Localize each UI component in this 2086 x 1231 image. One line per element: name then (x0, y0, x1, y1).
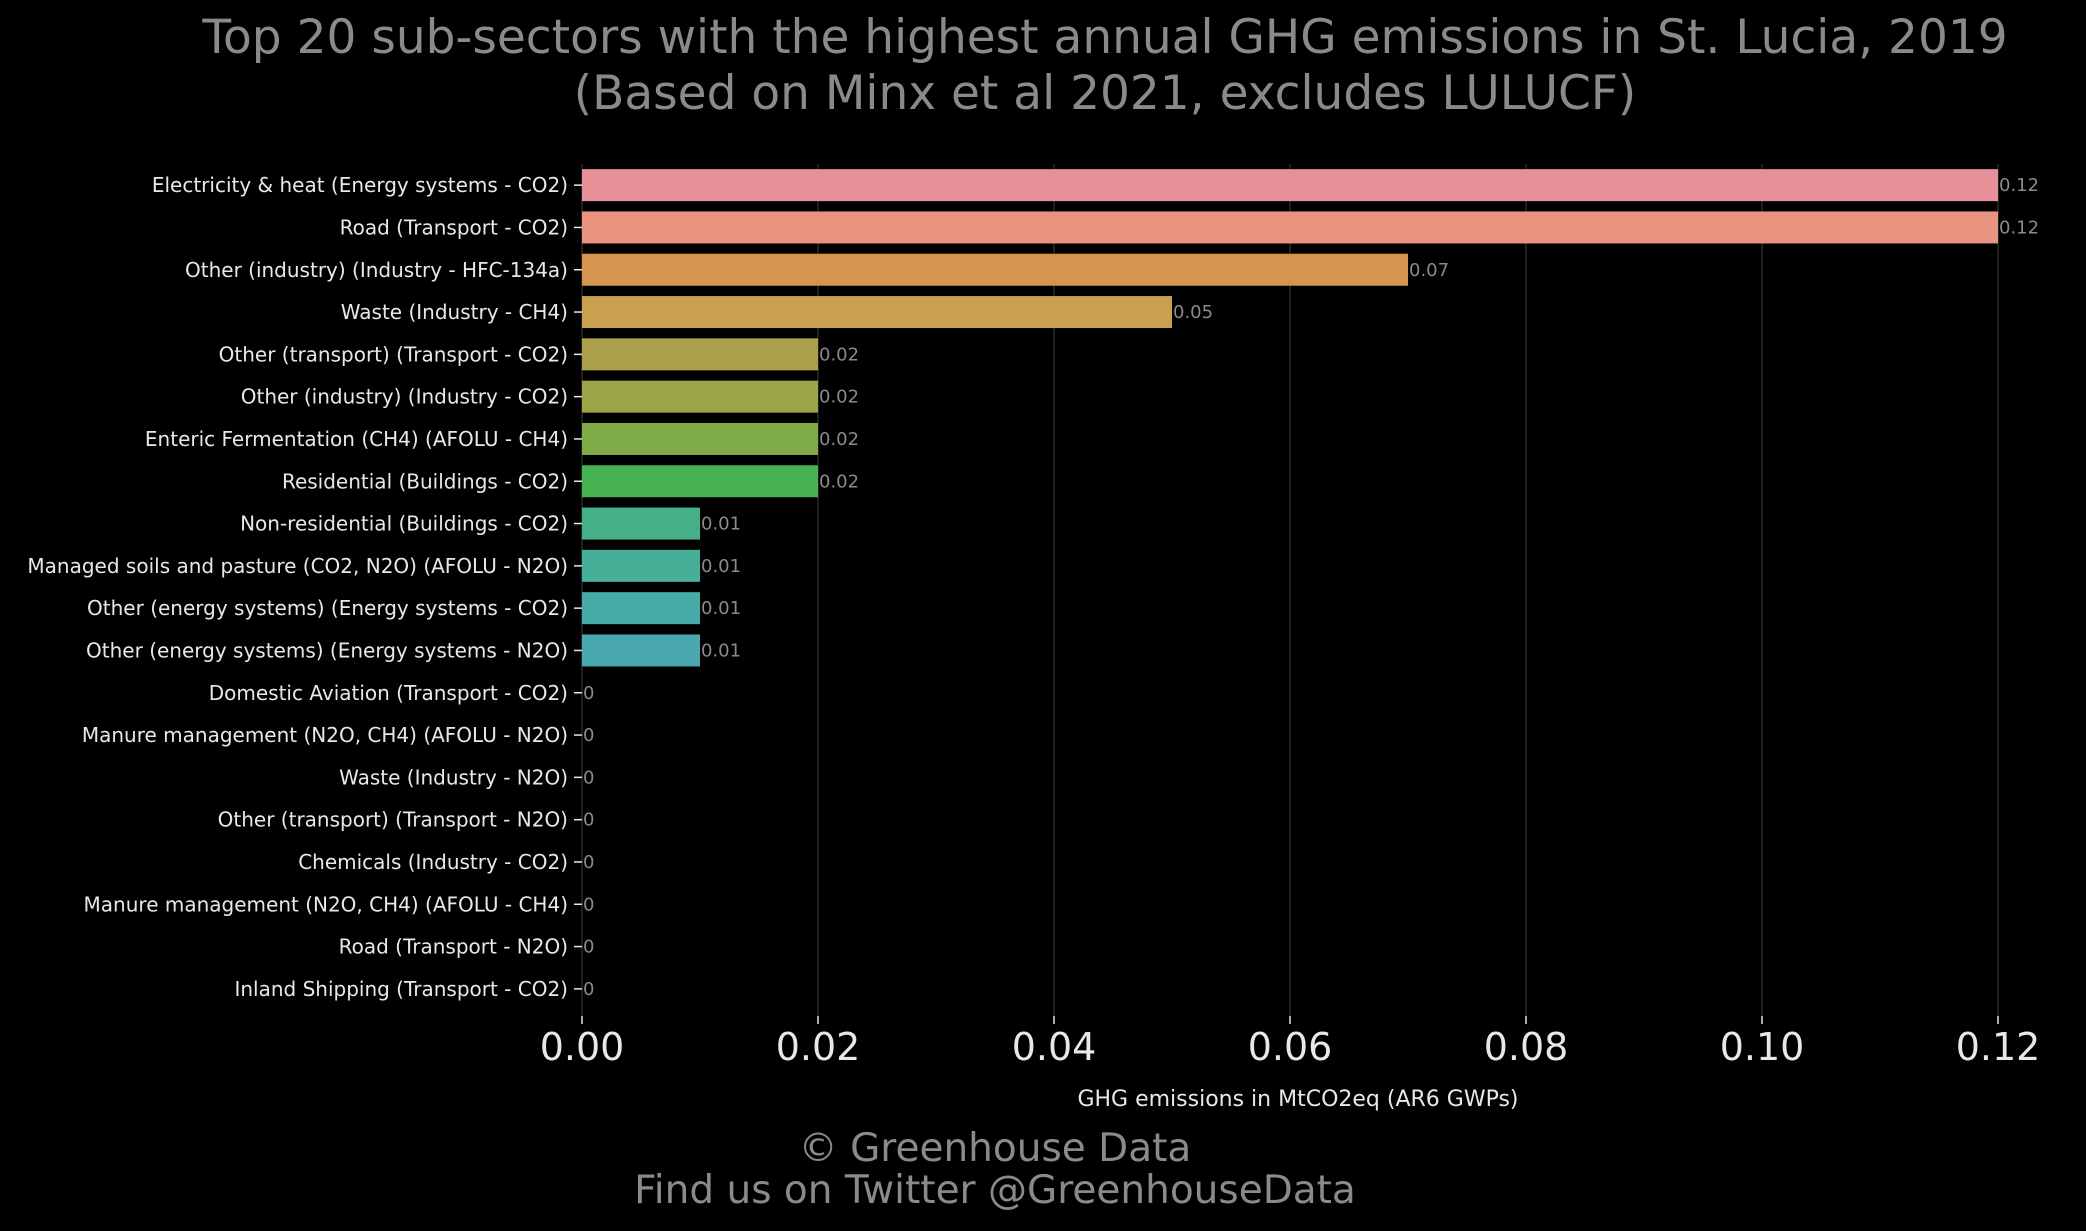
value-label-0: 0.12 (1999, 175, 2039, 196)
bar-5 (582, 380, 818, 413)
value-label-3: 0.05 (1173, 302, 1213, 323)
x-tick-label-2: 0.04 (1012, 1025, 1097, 1069)
category-label-16: Chemicals (Industry - CO2) (298, 850, 568, 874)
category-label-17: Manure management (N2O, CH4) (AFOLU - CH… (84, 892, 568, 916)
x-tick-label-0: 0.00 (540, 1025, 625, 1069)
value-label-13: 0 (583, 725, 594, 746)
x-axis: 0.00 0.02 0.04 0.06 0.08 0.10 0.12 GHG emission… (540, 1016, 2041, 1112)
bar-0 (582, 169, 1998, 202)
x-tick-label-5: 0.10 (1720, 1025, 1805, 1069)
x-tick-label-3: 0.06 (1248, 1025, 1333, 1069)
bar-2 (582, 253, 1408, 286)
value-label-19: 0 (583, 979, 594, 1000)
category-label-1: Road (Transport - CO2) (340, 215, 568, 239)
value-label-7: 0.02 (819, 471, 859, 492)
bar-9 (582, 549, 700, 582)
category-label-13: Manure management (N2O, CH4) (AFOLU - N2… (82, 723, 568, 747)
value-label-2: 0.07 (1409, 260, 1449, 281)
x-tick-label-4: 0.08 (1484, 1025, 1569, 1069)
x-tick-label-6: 0.12 (1956, 1025, 2041, 1069)
category-label-5: Other (industry) (Industry - CO2) (241, 385, 568, 409)
value-label-14: 0 (583, 767, 594, 788)
value-label-10: 0.01 (701, 598, 741, 619)
category-label-8: Non-residential (Buildings - CO2) (240, 512, 568, 536)
value-label-12: 0 (583, 683, 594, 704)
value-label-18: 0 (583, 937, 594, 958)
value-label-16: 0 (583, 852, 594, 873)
category-label-3: Waste (Industry - CH4) (341, 300, 568, 324)
value-label-9: 0.01 (701, 556, 741, 577)
bar-4 (582, 338, 818, 371)
category-label-0: Electricity & heat (Energy systems - CO2… (152, 173, 568, 197)
bar-10 (582, 592, 700, 625)
category-label-11: Other (energy systems) (Energy systems -… (86, 638, 568, 662)
bar-6 (582, 422, 818, 455)
x-axis-label: GHG emissions in MtCO2eq (AR6 GWPs) (1077, 1087, 1518, 1112)
bar-1 (582, 211, 1998, 244)
category-label-9: Managed soils and pasture (CO2, N2O) (AF… (27, 554, 568, 578)
value-label-6: 0.02 (819, 429, 859, 450)
bar-3 (582, 296, 1172, 329)
chart-title-line1: Top 20 sub-sectors with the highest annu… (202, 10, 2008, 65)
category-label-14: Waste (Industry - N2O) (339, 765, 568, 789)
bar-11 (582, 634, 700, 667)
category-label-10: Other (energy systems) (Energy systems -… (87, 596, 568, 620)
footer-copyright: © Greenhouse Data (798, 1126, 1192, 1171)
bar-7 (582, 465, 818, 498)
category-labels-layer: Electricity & heat (Energy systems - CO2… (27, 173, 582, 1001)
x-tick-label-1: 0.02 (776, 1025, 861, 1069)
value-label-11: 0.01 (701, 640, 741, 661)
value-label-8: 0.01 (701, 514, 741, 535)
value-label-15: 0 (583, 810, 594, 831)
category-label-6: Enteric Fermentation (CH4) (AFOLU - CH4) (145, 427, 568, 451)
chart-title-line2: (Based on Minx et al 2021, excludes LULU… (573, 66, 1637, 121)
footer-twitter: Find us on Twitter @GreenhouseData (634, 1168, 1356, 1213)
category-label-2: Other (industry) (Industry - HFC-134a) (185, 258, 568, 282)
value-label-17: 0 (583, 894, 594, 915)
value-label-1: 0.12 (1999, 217, 2039, 238)
value-label-5: 0.02 (819, 387, 859, 408)
value-label-4: 0.02 (819, 344, 859, 365)
category-label-12: Domestic Aviation (Transport - CO2) (209, 681, 568, 705)
category-label-18: Road (Transport - N2O) (339, 935, 568, 959)
category-label-7: Residential (Buildings - CO2) (282, 469, 568, 493)
category-label-4: Other (transport) (Transport - CO2) (219, 342, 568, 366)
bar-8 (582, 507, 700, 540)
category-label-15: Other (transport) (Transport - N2O) (218, 808, 568, 832)
value-labels-layer: 0.12 0.12 0.07 0.05 0.02 0.02 0.02 0.02 0.01 0.01… (583, 175, 2039, 1000)
bars-layer (582, 169, 1998, 667)
category-label-19: Inland Shipping (Transport - CO2) (234, 977, 568, 1001)
grid-layer (581, 164, 1999, 1016)
